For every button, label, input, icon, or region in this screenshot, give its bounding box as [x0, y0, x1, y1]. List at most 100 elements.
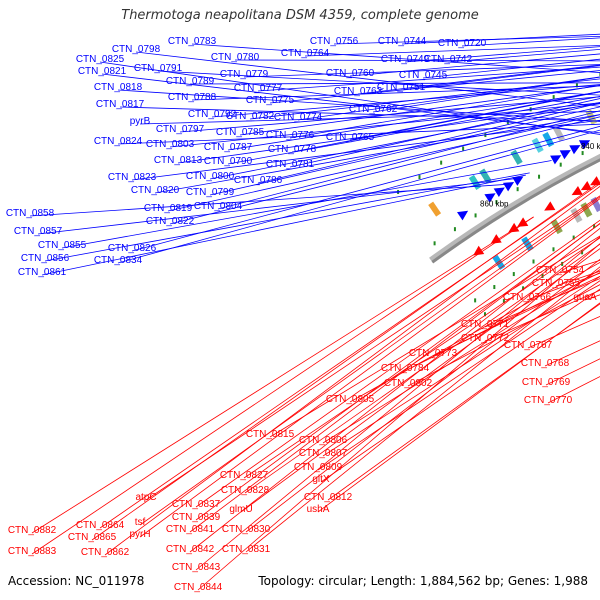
- reverse-gene-label: atpC: [135, 492, 156, 503]
- forward-gene-label: CTN_0857: [14, 226, 63, 237]
- reverse-gene-label-leader: [243, 237, 600, 479]
- forward-gene-label-leader: [401, 33, 600, 45]
- reverse-gene-label-leader: [317, 280, 600, 471]
- ring-tick: [462, 146, 465, 151]
- forward-gene-label-leader: [191, 85, 600, 101]
- forward-gene-label: CTN_0824: [94, 136, 143, 147]
- reverse-gene-label: CTN_0773: [409, 348, 458, 359]
- forward-gene-label: CTN_0834: [94, 255, 143, 266]
- reverse-gene-label-leader: [240, 248, 600, 513]
- forward-gene-label: CTN_0774: [274, 112, 323, 123]
- forward-gene-label: CTN_0821: [78, 66, 127, 77]
- forward-gene-label: CTN_0776: [266, 130, 315, 141]
- forward-gene-label: CTN_0790: [204, 156, 253, 167]
- forward-gene-label-leader: [239, 85, 600, 136]
- forward-gene-label: CTN_0817: [96, 99, 145, 110]
- reverse-gene-label-leader: [245, 266, 600, 553]
- forward-gene-label-leader: [372, 76, 600, 113]
- forward-gene-label-leader: [289, 84, 600, 139]
- forward-gene-label-leader: [61, 160, 552, 249]
- forward-gene-label-leader: [289, 98, 600, 168]
- forward-gene-label: CTN_0823: [108, 172, 157, 183]
- forward-gene-label: CTN_0818: [94, 82, 143, 93]
- reverse-gene-label-leader: [189, 222, 600, 533]
- reverse-gene-label: CTN_0770: [524, 395, 573, 406]
- forward-gene-label-leader: [177, 103, 600, 164]
- ring-tick: [593, 224, 596, 229]
- forward-gene-label: CTN_0756: [310, 36, 359, 47]
- ring-tick: [552, 95, 555, 100]
- reverse-gene-label: CTN_0784: [381, 363, 430, 374]
- forward-gene-label: CTN_0800: [186, 171, 235, 182]
- reverse-gene-label-leader: [407, 284, 600, 387]
- forward-gene-label: CTN_0819: [144, 203, 193, 214]
- forward-gene-label-leader: [349, 90, 600, 141]
- reverse-gene-label: glmU: [229, 504, 252, 515]
- ring-tick: [495, 200, 498, 205]
- reverse-gene-label: CTN_0772: [461, 333, 510, 344]
- reverse-gene-arrow: [544, 201, 556, 211]
- forward-gene-label-leader: [357, 64, 600, 95]
- ring-tick: [581, 250, 584, 255]
- forward-gene-label: CTN_0798: [112, 44, 161, 55]
- forward-gene-label: CTN_0744: [378, 36, 427, 47]
- reverse-gene-label: CTN_0807: [299, 448, 348, 459]
- forward-gene-label-leader: [44, 172, 530, 262]
- forward-gene-label-leader: [209, 106, 600, 196]
- forward-gene-label: CTN_0826: [108, 243, 157, 254]
- gene-block: [428, 201, 442, 217]
- forward-gene-arrow: [569, 145, 581, 155]
- ring-tick: [522, 286, 525, 291]
- forward-gene-label: CTN_0858: [6, 208, 55, 219]
- forward-gene-label: CTN_0855: [38, 240, 87, 251]
- gene-block: [479, 168, 492, 184]
- reverse-gene-label: CTN_0754: [536, 265, 585, 276]
- forward-gene-label-leader: [179, 96, 600, 133]
- scale-label: 860 kbp: [480, 199, 509, 208]
- forward-gene-label-leader: [291, 91, 600, 153]
- forward-gene-label: CTN_0781: [266, 159, 315, 170]
- reverse-gene-label-leader: [317, 302, 600, 513]
- gene-block: [553, 126, 565, 142]
- forward-gene-label: CTN_0804: [194, 201, 243, 212]
- forward-gene-label: CTN_0775: [246, 95, 295, 106]
- forward-gene-label-leader: [234, 59, 600, 62]
- reverse-gene-label: CTN_0839: [172, 512, 221, 523]
- forward-gene-label-leader: [191, 43, 600, 73]
- ring-tick: [541, 273, 544, 278]
- forward-gene-label: CTN_0825: [76, 54, 125, 65]
- forward-gene-label: CTN_0763: [334, 86, 383, 97]
- forward-gene-label: CTN_0788: [168, 92, 217, 103]
- reverse-gene-label-leader: [145, 195, 600, 501]
- forward-gene-label: CTN_0783: [168, 36, 217, 47]
- forward-gene-label: CTN_0792: [188, 109, 237, 120]
- ring-tick: [453, 227, 456, 232]
- reverse-gene-label-leader: [91, 181, 600, 541]
- reverse-gene-label-leader: [245, 258, 600, 533]
- reverse-gene-label-leader: [322, 276, 600, 457]
- gene-block: [580, 202, 593, 218]
- ring-tick: [516, 187, 519, 192]
- forward-gene-label: CTN_0760: [326, 68, 375, 79]
- forward-gene-label-leader: [422, 58, 600, 79]
- forward-gene-label: CTN_0791: [134, 63, 183, 74]
- accession-label: Accession: NC_011978: [8, 574, 145, 588]
- reverse-gene-arrow: [580, 181, 592, 191]
- forward-gene-label-leader: [157, 70, 600, 96]
- forward-gene-label-leader: [117, 123, 600, 145]
- ring-tick: [474, 213, 477, 218]
- forward-gene-arrow: [559, 150, 571, 160]
- reverse-gene-label: CTN_0766: [503, 292, 552, 303]
- reverse-gene-label: pyrH: [129, 529, 150, 540]
- forward-gene-label: CTN_0777: [234, 83, 283, 94]
- forward-gene-label: CTN_0751: [377, 82, 426, 93]
- scale-labels: 700 kbp720 kbp740 kbp760 kbp780 kbp800 k…: [480, 142, 600, 208]
- reverse-gene-label: CTN_0802: [384, 378, 433, 389]
- forward-gene-label-leader: [257, 102, 600, 184]
- reverse-gene-label-leader: [320, 288, 600, 483]
- reverse-gene-label: CTN_0769: [522, 377, 571, 388]
- forward-gene-label-leader: [135, 51, 600, 107]
- map-title: Thermotoga neapolitana DSM 4359, complet…: [121, 8, 479, 23]
- ring-tick: [559, 162, 562, 167]
- reverse-gene-arrow: [490, 234, 502, 244]
